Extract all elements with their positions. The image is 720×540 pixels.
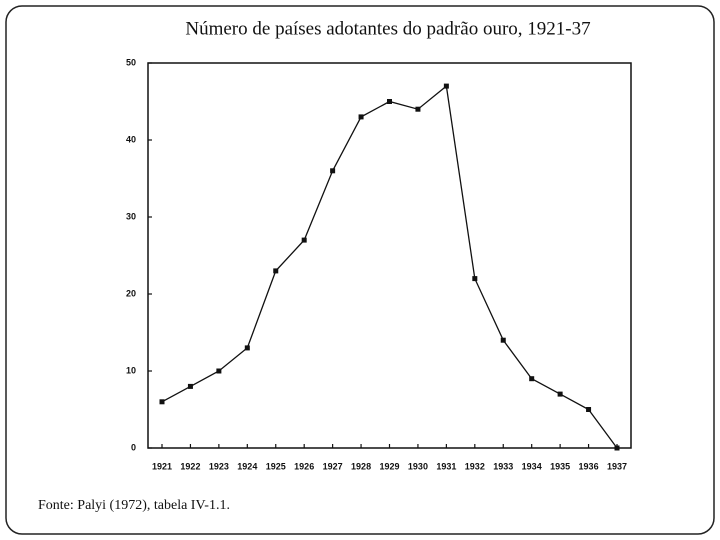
data-point	[244, 345, 250, 351]
x-tick-label: 1924	[237, 461, 257, 471]
data-point	[614, 445, 620, 451]
x-tick-label: 1930	[408, 461, 428, 471]
y-tick-label: 10	[126, 365, 136, 375]
data-line	[161, 84, 618, 449]
x-tick-label: 1932	[465, 461, 485, 471]
x-tick-label: 1931	[436, 461, 456, 471]
x-tick-label: 1925	[266, 461, 286, 471]
x-tick-label: 1929	[379, 461, 399, 471]
data-point	[529, 376, 535, 382]
data-point	[443, 83, 449, 89]
data-point	[330, 168, 336, 174]
x-tick-label: 1934	[522, 461, 542, 471]
data-point	[301, 237, 307, 243]
y-tick-label: 0	[131, 442, 136, 452]
data-point	[586, 407, 592, 412]
data-point	[216, 368, 222, 374]
y-tick-label: 20	[126, 288, 136, 298]
x-tick-label: 1927	[323, 461, 343, 471]
data-point	[500, 337, 506, 343]
data-point	[472, 276, 478, 282]
x-tick-label: 1936	[579, 461, 599, 471]
data-point	[159, 399, 165, 405]
x-tick-label: 1933	[493, 461, 513, 471]
x-tick-label: 1937	[607, 461, 627, 471]
x-tick-label: 1922	[180, 461, 200, 471]
page-border	[5, 5, 715, 535]
plot-frame	[147, 62, 632, 449]
chart-title: Número de países adotantes do padrão our…	[185, 18, 590, 39]
data-point	[415, 106, 421, 112]
x-tick-label: 1923	[209, 461, 229, 471]
x-tick-label: 1928	[351, 461, 371, 471]
data-point	[387, 99, 392, 104]
y-tick-label: 50	[126, 57, 136, 67]
y-tick-label: 30	[126, 211, 136, 221]
x-tick-label: 1935	[550, 461, 570, 471]
y-tick-label: 40	[126, 134, 136, 144]
data-point	[187, 383, 193, 389]
data-point	[557, 391, 563, 397]
x-tick-label: 1926	[294, 461, 314, 471]
data-point	[358, 114, 364, 120]
source-note: Fonte: Palyi (1972), tabela IV-1.1.	[38, 498, 230, 513]
x-tick-label: 1921	[152, 461, 172, 471]
data-point	[273, 268, 279, 274]
